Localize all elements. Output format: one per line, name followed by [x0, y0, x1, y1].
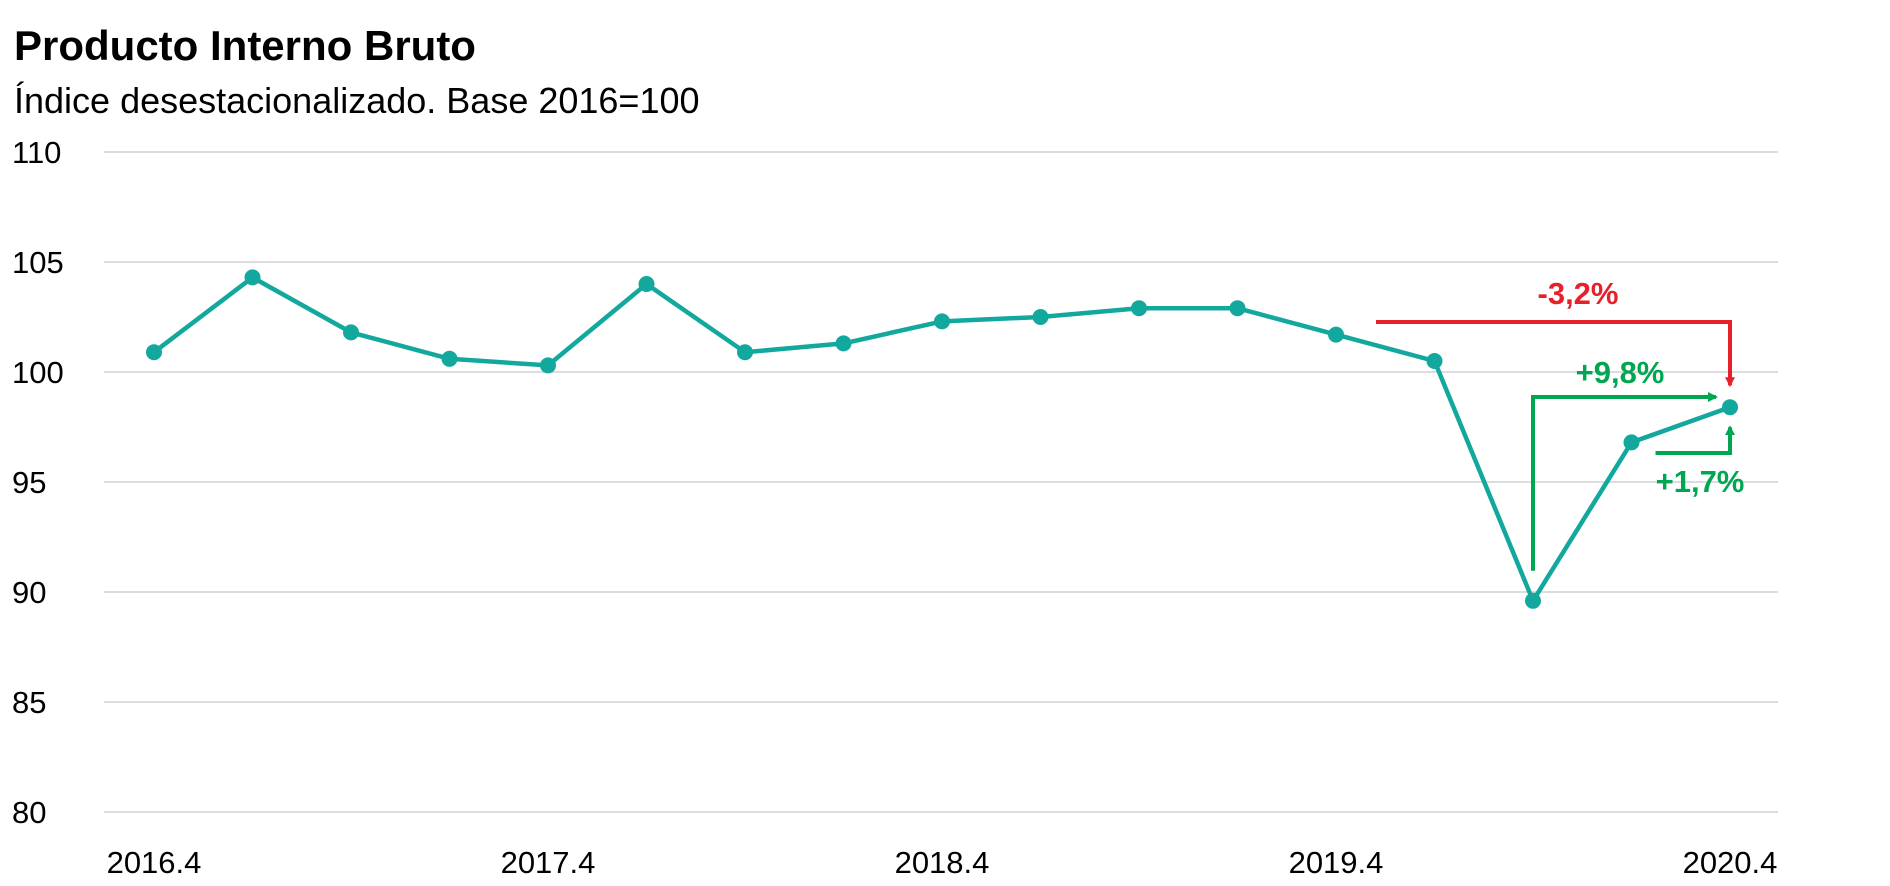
annotation-label: +1,7%	[1656, 464, 1745, 499]
y-tick-label: 110	[12, 135, 61, 170]
y-tick-label: 90	[12, 575, 46, 610]
data-point	[1623, 434, 1640, 451]
y-axis-ticks: 80 85 90 95 100 105 110	[12, 135, 64, 830]
x-tick-label: 2018.4	[895, 845, 990, 880]
x-tick-label: 2020.4	[1683, 845, 1778, 880]
y-tick-label: 80	[12, 795, 46, 830]
data-point	[1426, 353, 1443, 369]
data-point	[343, 324, 359, 341]
data-point	[638, 276, 655, 292]
data-point	[1131, 300, 1147, 317]
series-layer	[146, 269, 1738, 609]
chart-subtitle: Índice desestacionalizado. Base 2016=100	[14, 80, 700, 121]
arrow-positive-year	[1531, 392, 1718, 571]
data-point	[835, 335, 852, 352]
data-point	[1328, 326, 1344, 343]
data-point	[441, 350, 458, 367]
data-point	[934, 313, 950, 330]
data-point	[1722, 399, 1738, 416]
chart-title: Producto Interno Bruto	[14, 22, 476, 69]
y-tick-label: 85	[12, 685, 46, 720]
x-tick-label: 2019.4	[1289, 845, 1384, 880]
data-point	[1229, 300, 1246, 317]
data-point	[737, 344, 753, 361]
x-tick-label: 2017.4	[501, 845, 596, 880]
data-point	[146, 344, 162, 361]
data-point	[244, 269, 261, 286]
annotations-layer: -3,2% +9,8% +1,7%	[1376, 276, 1744, 571]
x-axis-ticks: 2016.4 2017.4 2018.4 2019.4 2020.4	[107, 845, 1778, 880]
arrow-positive-quarter	[1655, 425, 1735, 455]
y-tick-label: 100	[12, 355, 64, 390]
data-point	[540, 357, 556, 374]
y-tick-label: 105	[12, 245, 64, 280]
annotation-label: +9,8%	[1576, 355, 1665, 390]
data-point	[1525, 592, 1541, 609]
x-tick-label: 2016.4	[107, 845, 202, 880]
annotation-label: -3,2%	[1538, 276, 1619, 311]
arrow-negative	[1376, 320, 1735, 388]
gridlines	[104, 151, 1778, 813]
data-point	[1032, 309, 1049, 325]
y-tick-label: 95	[12, 465, 46, 500]
